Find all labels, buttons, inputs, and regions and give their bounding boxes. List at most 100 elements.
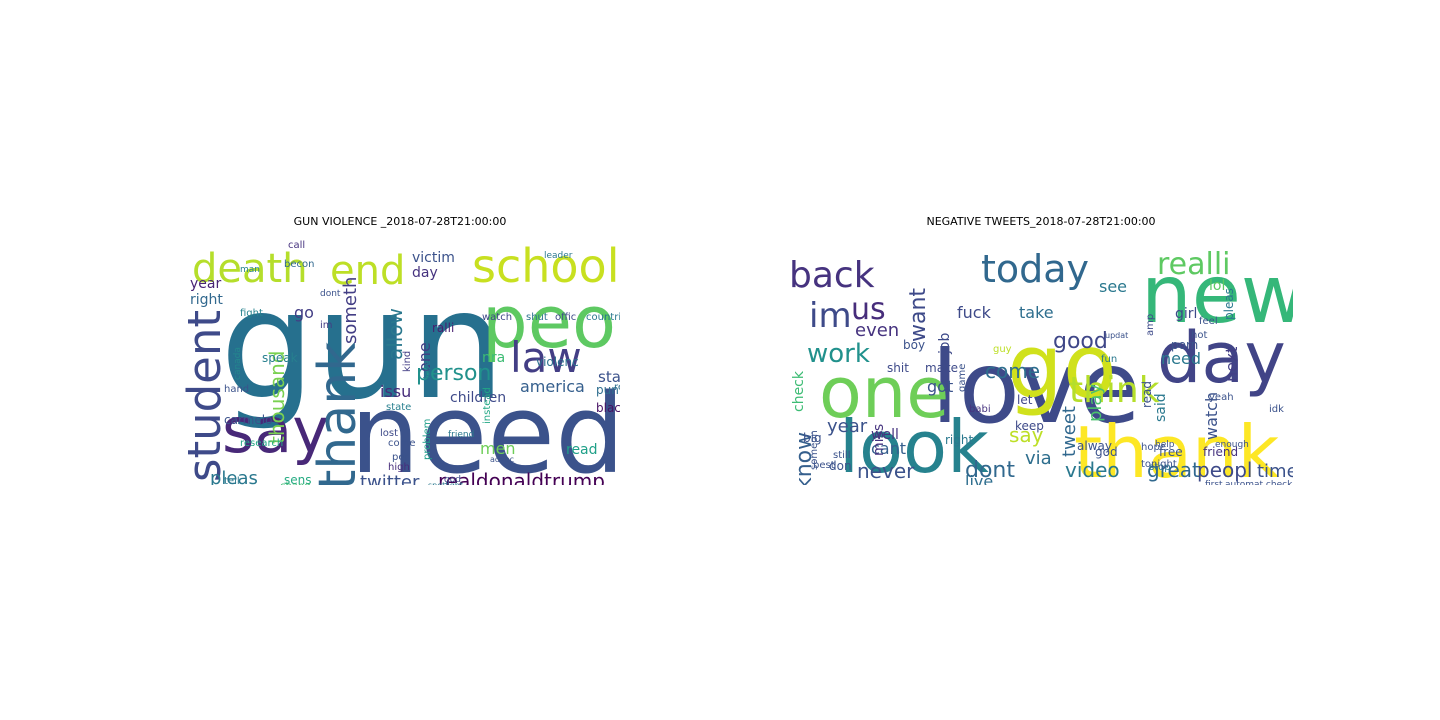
word-america: america — [520, 377, 585, 396]
word-friend: friend — [448, 430, 474, 440]
word-high: high — [388, 462, 410, 473]
word-right: right — [190, 292, 223, 308]
word-help: help — [1155, 440, 1175, 450]
word-game: game — [957, 364, 968, 392]
word-cloud: gunneedpeoplschooldeathendlawsaystudentt… — [180, 232, 620, 485]
word-new: new — [1141, 248, 1293, 341]
word-advoc: advoc — [490, 455, 514, 464]
word-tweet: tweet — [1059, 406, 1080, 457]
word-result: result — [614, 382, 620, 393]
word-person: person — [416, 361, 491, 386]
word-dont: dont — [320, 289, 341, 299]
word-alway: alway — [1077, 439, 1112, 453]
word-pleas: pleas — [210, 468, 258, 485]
word-said: said — [1153, 393, 1169, 422]
word-let: let — [1017, 393, 1033, 407]
word-need: need — [1161, 349, 1201, 368]
word-im: im — [320, 320, 333, 331]
word-today: today — [981, 247, 1089, 291]
word-via: via — [1025, 448, 1052, 469]
word-end: end — [330, 248, 405, 294]
word-children: children — [450, 390, 506, 406]
word-feel: feel — [1199, 316, 1218, 327]
word-state: state — [386, 402, 411, 413]
word-watch: watch — [1202, 392, 1221, 440]
word-love: love — [931, 329, 1141, 446]
word-school: school — [472, 239, 619, 293]
word-enough: enough — [1215, 440, 1249, 450]
word-well: well — [871, 427, 899, 443]
word-video: video — [1065, 458, 1120, 482]
word-men: men — [480, 439, 516, 458]
word-read: read — [566, 442, 598, 458]
word-think: think — [1069, 370, 1160, 411]
word-dont: dont — [965, 458, 1015, 483]
word-got: got — [927, 377, 953, 396]
word-shut: shut — [526, 312, 548, 323]
word-say: say — [1009, 423, 1044, 447]
word-day: day — [412, 265, 438, 281]
word-girl: girl — [1175, 306, 1197, 322]
word-work: work — [807, 339, 870, 369]
word-peopl: peopl — [482, 280, 620, 364]
word-free: free — [1159, 445, 1183, 459]
word-realli: realli — [1157, 247, 1231, 282]
word-fuck: fuck — [957, 303, 992, 322]
word-live: live — [965, 472, 993, 485]
word-kind: kind — [402, 351, 413, 372]
word-god: god — [1095, 445, 1118, 459]
word-student: student — [180, 310, 231, 482]
word-go: go — [294, 303, 314, 322]
word-violenc: violenc — [536, 355, 579, 369]
word-next: next — [1222, 347, 1241, 382]
word-year: year — [190, 276, 221, 292]
word-boy: boy — [903, 338, 925, 352]
word-need: need — [350, 370, 620, 485]
word-im: im — [809, 296, 852, 336]
word-automat-check: automat check — [1225, 480, 1293, 485]
word-problem: problem — [422, 419, 433, 460]
word-job: job — [937, 333, 953, 355]
word-know: know — [792, 432, 817, 485]
word-idk: idk — [1269, 404, 1284, 415]
word-cloud: love new go thank look one day today back realli t… — [789, 232, 1293, 485]
word-research: research — [240, 438, 283, 449]
word-realdonaldtrump: realdonaldtrump — [438, 469, 605, 485]
word-twitter: twitter — [360, 472, 420, 485]
word-leader: leader — [544, 251, 573, 261]
word-chang: chang — [280, 481, 311, 485]
word-victim: victim — [412, 250, 455, 266]
word-lost: lost — [380, 428, 398, 439]
word-time: time — [1257, 461, 1293, 482]
word-see: see — [1099, 277, 1127, 296]
word-spotlight: spotlight — [428, 481, 463, 485]
word-peopl: peopl — [1197, 458, 1253, 482]
word-hope: hope — [1141, 442, 1166, 453]
word-don: don — [829, 459, 852, 473]
word-black: black — [596, 401, 620, 415]
word-cant: cant — [871, 439, 906, 458]
word-per: per — [392, 452, 410, 463]
word-thank: thank — [308, 342, 368, 485]
word-tell: tell — [224, 476, 240, 485]
word-amp: amp — [1145, 314, 1156, 336]
word-tonight: tonight — [1141, 459, 1177, 470]
word-watch: watch — [482, 312, 512, 323]
word-never: never — [857, 459, 915, 483]
word-updat: updat — [1105, 331, 1128, 340]
word-star: star — [598, 368, 620, 386]
word-keep: keep — [1015, 419, 1044, 433]
word-allow: allow — [383, 308, 407, 360]
word-read: read — [1140, 381, 1154, 408]
word-great: great — [1147, 458, 1200, 482]
word-miss: miss — [871, 424, 887, 456]
panel-title: NEGATIVE TWEETS_2018-07-28T21:00:00 — [926, 215, 1156, 228]
word-guy: guy — [993, 344, 1012, 355]
word-offic: offic — [555, 312, 576, 323]
word-pleas: pleas — [1222, 288, 1236, 320]
word-thousand: thousand — [265, 351, 289, 444]
word-sens: sens — [284, 473, 312, 485]
wordcloud-panel-negative-tweets: NEGATIVE TWEETS_2018-07-28T21:00:00 love… — [789, 215, 1293, 485]
word-issu: issu — [380, 382, 411, 401]
